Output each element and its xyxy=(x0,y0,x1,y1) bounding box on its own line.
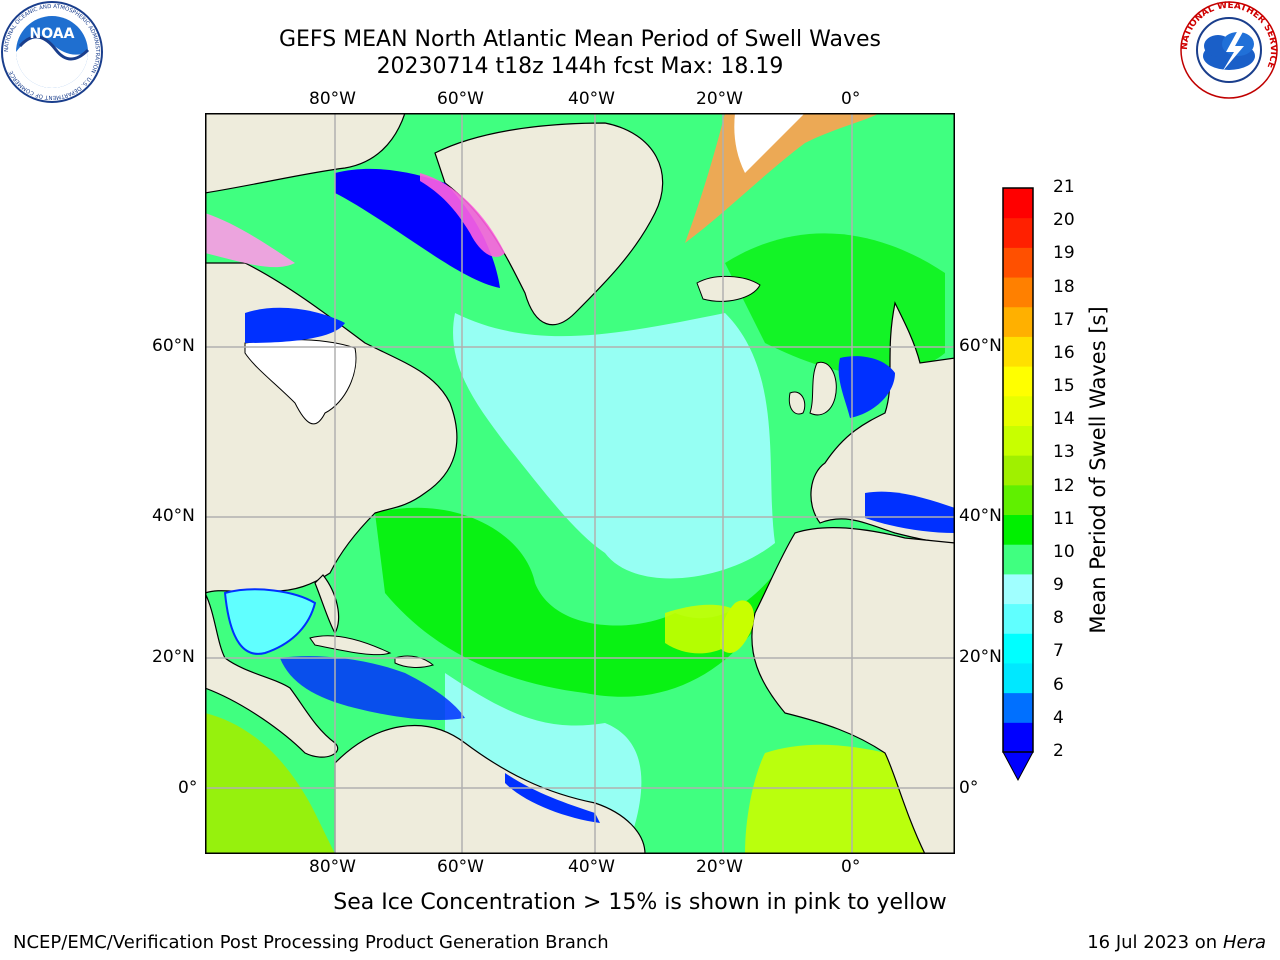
colorbar-tick-label: 2 xyxy=(1053,741,1064,761)
lon-label-top-20w: 20°W xyxy=(696,89,743,109)
colorbar-cell xyxy=(1003,692,1033,723)
caribbean-blue xyxy=(280,656,465,720)
land-svalbard-region xyxy=(734,113,805,173)
gulf-of-mexico-cyan xyxy=(223,588,317,655)
africa-coastal-yellow xyxy=(720,600,755,653)
colorbar-tick-label: 6 xyxy=(1053,674,1064,695)
lat-label-right-0: 0° xyxy=(959,778,979,798)
lon-label-bottom-40w: 40°W xyxy=(568,857,615,877)
lon-label-bottom-0: 0° xyxy=(841,857,861,877)
colorbar-tick-label: 18 xyxy=(1053,276,1075,297)
colorbar-tick-label: 14 xyxy=(1053,409,1075,430)
colorbar-tick-label: 8 xyxy=(1053,608,1064,629)
map-subtitle: 20230714 t18z 144h fcst Max: 18.19 xyxy=(376,54,784,79)
land-central-america xyxy=(205,592,339,758)
sea-ice-northeast xyxy=(685,113,880,243)
lat-label-left-20n: 20°N xyxy=(152,647,195,667)
land-great-britain xyxy=(809,361,837,416)
colorbar-tick-label: 10 xyxy=(1053,541,1075,562)
lon-label-bottom-80w: 80°W xyxy=(309,857,356,877)
colorbar-cell xyxy=(1003,662,1033,694)
lon-label-bottom-20w: 20°W xyxy=(696,857,743,877)
nws-logo: NATIONAL WEATHER SERVICE xyxy=(1180,1,1278,99)
lon-label-top-60w: 60°W xyxy=(437,89,484,109)
colorbar-tick-label: 15 xyxy=(1053,376,1075,397)
colorbar-tick-label: 17 xyxy=(1053,309,1075,330)
footer-branch: NCEP/EMC/Verification Post Processing Pr… xyxy=(13,932,609,953)
colorbar-cell xyxy=(1003,514,1033,545)
colorbar-tick-label: 7 xyxy=(1053,641,1064,662)
colorbar-tick-label: 16 xyxy=(1053,342,1075,363)
map-title: GEFS MEAN North Atlantic Mean Period of … xyxy=(278,27,881,52)
colorbar-tick-label: 11 xyxy=(1053,508,1075,529)
colorbar-cell xyxy=(1003,366,1033,397)
colorbar-cell xyxy=(1003,455,1033,486)
map-border xyxy=(205,113,955,854)
colorbar-cell xyxy=(1003,336,1033,367)
land-greenland xyxy=(434,122,664,326)
hudson-bay-ice xyxy=(244,339,357,425)
lat-label-right-20n: 20°N xyxy=(959,647,1002,667)
footer-host: Hera xyxy=(1222,932,1266,953)
land-ireland xyxy=(788,391,806,415)
ocean-yellow-zone-west xyxy=(205,713,335,854)
footer-date-text: 16 Jul 2023 on xyxy=(1087,932,1218,953)
lon-label-bottom-60w: 60°W xyxy=(437,857,484,877)
colorbar-extend-min xyxy=(1002,751,1034,782)
lat-label-right-60n: 60°N xyxy=(959,336,1002,356)
lon-label-top-80w: 80°W xyxy=(309,89,356,109)
lon-gridlines xyxy=(334,113,853,854)
colorbar-cell xyxy=(1003,395,1033,426)
colorbar-tick-label: 20 xyxy=(1053,210,1075,231)
lat-label-left-60n: 60°N xyxy=(152,336,195,356)
colorbar-cell xyxy=(1003,573,1033,605)
colorbar-tick-label: 13 xyxy=(1053,442,1075,463)
sea-ice-note: Sea Ice Concentration > 15% is shown in … xyxy=(333,890,947,915)
colorbar-cell xyxy=(1003,633,1033,664)
lat-label-left-0: 0° xyxy=(178,778,198,798)
swell-period-map xyxy=(205,113,955,854)
land-europe xyxy=(810,301,955,544)
sea-ice-pink-west xyxy=(205,213,295,268)
colorbar-tick-label: 19 xyxy=(1053,243,1075,264)
svg-text:NOAA: NOAA xyxy=(30,26,75,42)
land-africa xyxy=(751,526,955,854)
land-hispaniola xyxy=(394,655,435,668)
lon-label-top-0: 0° xyxy=(841,89,861,109)
ocean-cyan-zone xyxy=(453,313,775,579)
colorbar-tick-label: 9 xyxy=(1053,575,1064,596)
lon-label-top-40w: 40°W xyxy=(568,89,615,109)
land-south-america xyxy=(334,724,646,854)
colorbar-cell xyxy=(1003,306,1033,337)
colorbar-cell xyxy=(1003,425,1033,456)
noaa-logo: NOAA NATIONAL OCEANIC AND ATMOSPHERIC AD… xyxy=(1,1,103,103)
colorbar-tick-label: 21 xyxy=(1053,177,1075,197)
colorbar-label: Mean Period of Swell Waves [s] xyxy=(1086,306,1110,634)
colorbar-cell xyxy=(1003,277,1033,308)
ocean-green-zone-north xyxy=(725,233,945,376)
colorbar-cell xyxy=(1003,188,1033,219)
colorbar-cell xyxy=(1003,217,1033,248)
colorbar-cell xyxy=(1003,722,1033,753)
colorbar-cell xyxy=(1003,603,1033,634)
lat-label-right-40n: 40°N xyxy=(959,506,1002,526)
lat-gridlines xyxy=(205,346,955,789)
colorbar-tick-label: 4 xyxy=(1053,707,1064,728)
colorbar-tick-label: 12 xyxy=(1053,475,1075,496)
colorbar xyxy=(1002,187,1034,782)
colorbar-cell xyxy=(1003,484,1033,516)
footer-date: 16 Jul 2023 on Hera xyxy=(1087,932,1266,953)
lat-label-left-40n: 40°N xyxy=(152,506,195,526)
mediterranean-blue xyxy=(865,491,955,533)
land-iceland xyxy=(696,275,761,302)
hudson-blue xyxy=(245,307,345,343)
south-america-coast-blue xyxy=(505,773,600,823)
land-arctic-islands xyxy=(205,113,406,194)
colorbar-cell xyxy=(1003,544,1033,575)
colorbar-cell xyxy=(1003,247,1033,278)
